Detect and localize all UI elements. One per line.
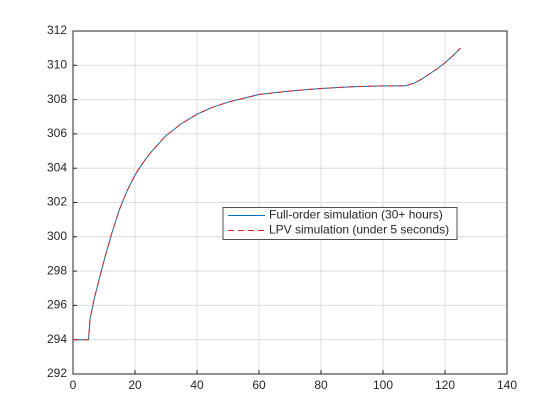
y-tick-label: 310: [47, 57, 67, 71]
x-tick-label: 120: [435, 378, 455, 392]
x-tick-label: 60: [252, 378, 266, 392]
series-line: [73, 47, 461, 341]
x-tick-label: 40: [190, 378, 204, 392]
y-tick-label: 306: [47, 126, 67, 140]
x-tick-label: 100: [373, 378, 393, 392]
y-tick-label: 298: [47, 263, 67, 277]
axes-box: [72, 30, 508, 375]
x-tick-label: 80: [314, 378, 328, 392]
x-tick-label: 0: [70, 378, 77, 392]
y-tick-label: 292: [47, 366, 67, 380]
y-tick-label: 296: [47, 298, 67, 312]
y-tick-label: 294: [47, 332, 67, 346]
legend-label: Full-order simulation (30+ hours): [269, 208, 443, 222]
y-tick-label: 312: [47, 23, 67, 37]
legend-box: [222, 207, 458, 240]
y-tick-label: 308: [47, 92, 67, 106]
y-tick-label: 304: [47, 160, 67, 174]
legend: Full-order simulation (30+ hours)LPV sim…: [222, 207, 458, 240]
legend-label: LPV simulation (under 5 seconds): [269, 223, 449, 237]
y-tick-label: 302: [47, 195, 67, 209]
y-tick-label: 300: [47, 229, 67, 243]
x-tick-label: 20: [128, 378, 142, 392]
x-tick-label: 140: [497, 378, 517, 392]
